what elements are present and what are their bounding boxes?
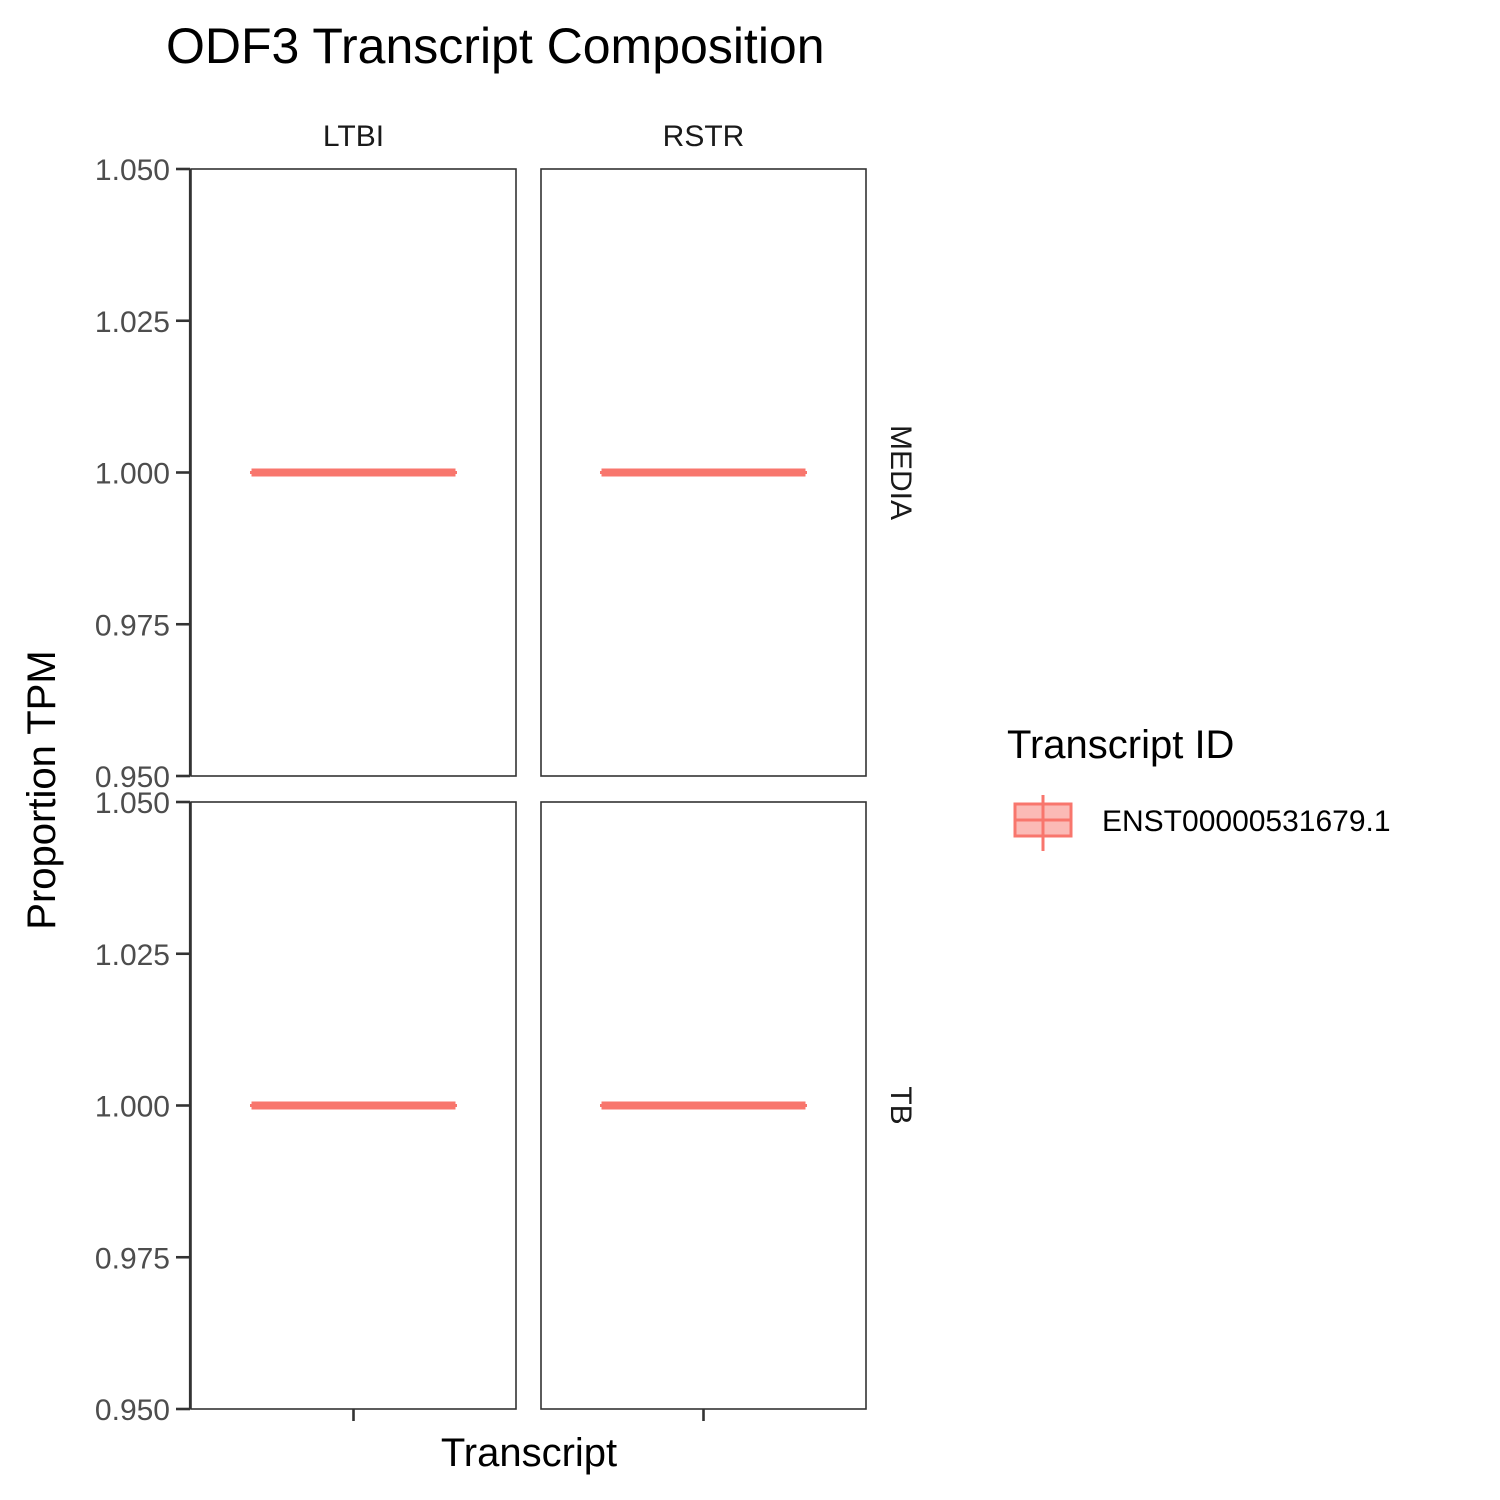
y-tick-label: 0.950 bbox=[95, 761, 170, 794]
panel-tb-ltbi bbox=[190, 801, 517, 1410]
strip-label-ltbi: LTBI bbox=[323, 120, 384, 153]
y-tick-label: 0.975 bbox=[95, 609, 170, 642]
strip-label-rstr: RSTR bbox=[663, 120, 745, 153]
y-tick-label: 1.000 bbox=[95, 458, 170, 491]
chart-title: ODF3 Transcript Composition bbox=[166, 18, 825, 74]
y-tick-label: 0.975 bbox=[95, 1242, 170, 1275]
x-axis-title: Transcript bbox=[441, 1431, 617, 1475]
legend: Transcript ID ENST00000531679.1 bbox=[1007, 723, 1391, 851]
strip-label-media: MEDIA bbox=[884, 425, 917, 520]
panel-media-rstr bbox=[540, 168, 867, 777]
y-tick-label: 0.950 bbox=[95, 1394, 170, 1427]
legend-label: ENST00000531679.1 bbox=[1102, 805, 1391, 838]
panel-tb-rstr bbox=[540, 801, 867, 1410]
strip-label-tb: TB bbox=[884, 1086, 917, 1124]
legend-title: Transcript ID bbox=[1007, 723, 1234, 767]
panel-media-ltbi bbox=[190, 168, 517, 777]
y-tick-label: 1.050 bbox=[95, 787, 170, 820]
legend-key: ENST00000531679.1 bbox=[1013, 795, 1391, 851]
y-tick-label: 1.025 bbox=[95, 939, 170, 972]
panels: LTBI RSTR MEDIA 0.950 0.975 1.000 1.025 1.050 TB… bbox=[95, 120, 917, 1427]
y-axis-title: Proportion TPM bbox=[20, 650, 64, 929]
panel-border bbox=[540, 168, 867, 777]
y-tick-label: 1.025 bbox=[95, 306, 170, 339]
legend-keys: ENST00000531679.1 bbox=[1013, 795, 1391, 851]
y-tick-label: 1.050 bbox=[95, 154, 170, 187]
y-tick-label: 1.000 bbox=[95, 1091, 170, 1124]
